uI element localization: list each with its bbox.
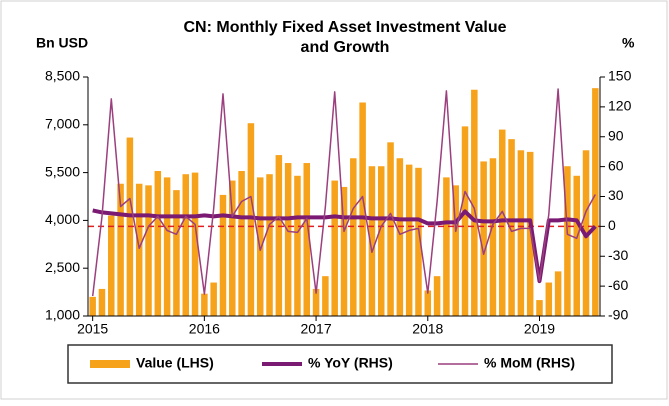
bar [350, 158, 357, 316]
bar [266, 174, 273, 316]
y-tick-label: 8,500 [45, 68, 80, 84]
y2-tick-label: 30 [608, 187, 624, 203]
x-tick-label: 2016 [189, 321, 220, 337]
bar [331, 180, 338, 316]
bar [182, 174, 190, 316]
x-tick-label: 2017 [300, 321, 331, 337]
bar [536, 300, 543, 316]
bar [508, 139, 515, 316]
y2-tick-label: 0 [608, 217, 616, 233]
bar [359, 102, 366, 316]
y2-tick-label: -90 [608, 307, 628, 323]
legend-swatch [90, 360, 130, 368]
bar [387, 142, 394, 316]
legend-box [67, 344, 613, 384]
bar [322, 276, 329, 316]
bar [573, 175, 580, 316]
y-tick-label: 5,500 [45, 163, 80, 179]
y2-tick-label: 90 [608, 127, 624, 143]
bar [229, 180, 236, 316]
chart-title: CN: Monthly Fixed Asset Investment Value [183, 19, 506, 36]
bar [405, 164, 413, 316]
bar [340, 186, 348, 316]
y2-tick-label: -60 [608, 277, 628, 293]
y-tick-label: 1,000 [45, 307, 80, 323]
bar [173, 190, 180, 316]
y2-tick-label: -30 [608, 247, 628, 263]
bar [294, 175, 301, 316]
y-tick-label: 2,500 [45, 259, 80, 275]
bar [489, 158, 497, 316]
bar [554, 271, 562, 316]
bar [424, 290, 432, 316]
chart-title: and Growth [301, 39, 390, 56]
legend-label: % YoY (RHS) [308, 355, 393, 371]
bar [135, 183, 143, 316]
bar [163, 177, 171, 316]
y2-tick-label: 60 [608, 157, 624, 173]
bar [564, 166, 571, 316]
line-series [91, 88, 596, 297]
y-axis-label: Bn USD [36, 35, 88, 51]
bar [415, 167, 422, 316]
bar [303, 163, 311, 316]
bar [498, 129, 506, 316]
y-tick-label: 7,000 [45, 116, 80, 132]
bar [191, 172, 199, 316]
bar [592, 88, 599, 316]
bar [396, 158, 404, 316]
bar [117, 183, 124, 316]
bar [201, 293, 208, 316]
bar [238, 171, 245, 316]
bar [275, 155, 283, 316]
y-tick-label: 4,000 [45, 211, 80, 227]
bar [526, 151, 534, 316]
y2-axis-label: % [622, 35, 635, 51]
bar [377, 166, 385, 316]
bar [219, 194, 227, 316]
bar [545, 282, 553, 316]
bar [433, 276, 441, 316]
y2-tick-label: 120 [608, 98, 632, 114]
bar [443, 177, 450, 316]
bar [89, 296, 96, 316]
bar [98, 288, 106, 316]
bar [312, 288, 320, 316]
bar [480, 161, 487, 316]
y2-tick-label: 150 [608, 68, 632, 84]
x-tick-label: 2015 [77, 321, 108, 337]
x-tick-label: 2019 [524, 321, 555, 337]
bar [517, 150, 525, 316]
bar [461, 126, 469, 316]
x-tick-label: 2018 [412, 321, 443, 337]
bar [452, 185, 459, 316]
bar [108, 215, 115, 316]
bar [154, 171, 162, 316]
line-series [92, 208, 597, 284]
bar [210, 282, 217, 316]
legend-label: Value (LHS) [136, 355, 214, 371]
bar [284, 163, 292, 316]
bar [368, 166, 376, 316]
bar [471, 89, 478, 316]
bar [145, 185, 152, 316]
legend-label: % MoM (RHS) [484, 355, 575, 371]
bar [247, 123, 255, 316]
